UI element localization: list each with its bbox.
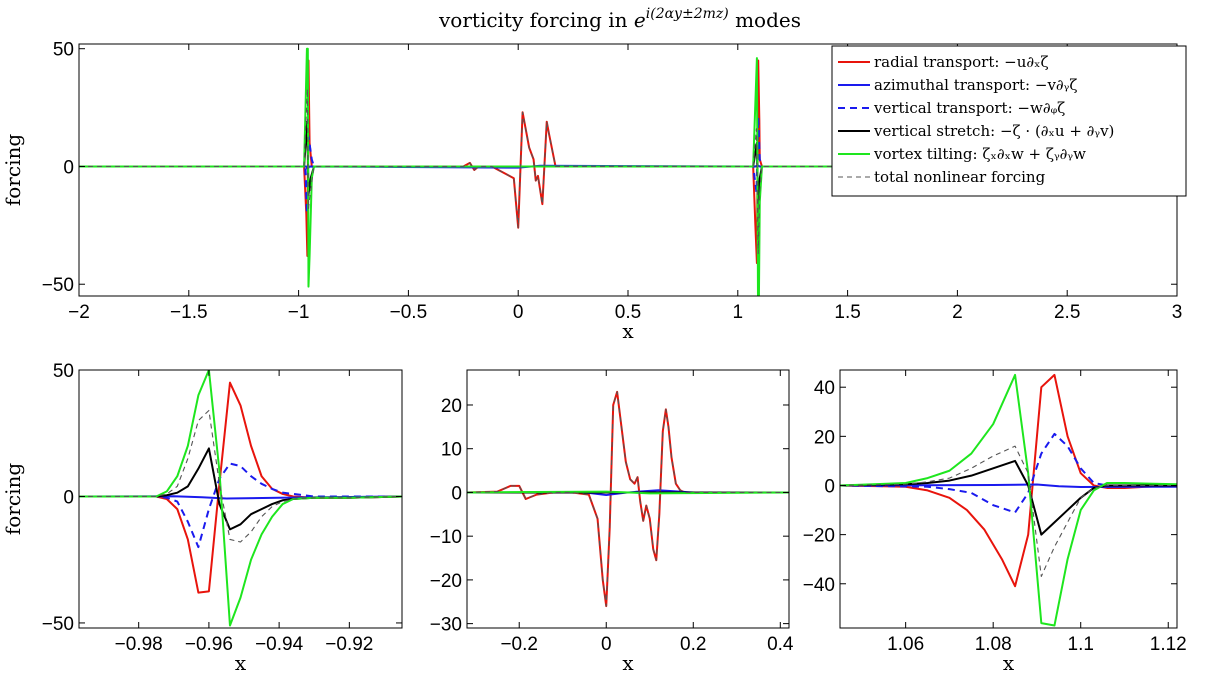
chart-zoom-left: −0.98 −0.96 −0.94 −0.92 −50 0 50 x forcing (1, 361, 403, 673)
chart-overview: −2 −1.5 −1 −0.5 0 0.5 1 1.5 2 2.5 3 −50 0 50 x forcing (1, 40, 1182, 343)
y-tick-label: −30 (430, 615, 462, 636)
x-tick-label: 0.2 (680, 634, 706, 655)
legend-box (831, 45, 1187, 197)
x-tick-label: 1.06 (887, 634, 924, 655)
x-axis-label: x (622, 319, 634, 343)
y-axis-label: forcing (1, 463, 25, 535)
axes-frame (466, 369, 790, 629)
y-tick-label: −40 (803, 575, 835, 596)
x-axis-label: x (235, 651, 247, 673)
series-line-vertical-stretch (840, 459, 1177, 536)
chart-zoom-right: 1.06 1.08 1.1 1.12 −40 −20 0 20 40 x (803, 369, 1187, 673)
y-tick-label: −20 (803, 526, 835, 547)
legend-label: vertical transport: −w∂ᵩζ (873, 99, 1065, 117)
series-line-total-nonlinear-forcing (79, 88, 1177, 255)
legend-label: azimuthal transport: −v∂ᵧζ (874, 76, 1077, 94)
title-base: e (634, 8, 646, 32)
y-axis-label: forcing (1, 134, 25, 206)
legend-label: radial transport: −u∂ₓζ (874, 53, 1049, 71)
series-line-total-nonlinear-forcing (79, 409, 402, 543)
y-tick-label: 50 (53, 361, 74, 382)
legend-label: vertical stretch: −ζ · (∂ₓu + ∂ᵧv) (873, 122, 1114, 140)
series-line-vortex-tilting (79, 47, 1177, 296)
x-tick-label: −1 (288, 302, 310, 323)
x-tick-label: 2 (952, 302, 963, 323)
y-tick-label: −10 (430, 527, 462, 548)
x-tick-label: −0.92 (325, 634, 373, 655)
series-line-vertical-transport (79, 462, 402, 549)
y-tick-label: −20 (430, 571, 462, 592)
figure-title: vorticity forcing in ei(2αy±2mz) modes (438, 6, 801, 32)
series-line-radial-transport (840, 373, 1177, 588)
x-tick-label: −1.5 (170, 302, 208, 323)
x-tick-label: 0 (601, 634, 612, 655)
x-tick-label: 0.4 (767, 634, 794, 655)
legend-label: total nonlinear forcing (874, 168, 1046, 186)
x-tick-label: 1.1 (1068, 634, 1094, 655)
series-line-vertical-stretch (79, 447, 402, 531)
x-tick-label: 1.08 (975, 634, 1012, 655)
x-tick-label: 2.5 (1054, 302, 1080, 323)
y-tick-label: 20 (441, 396, 462, 417)
y-tick-label: 20 (814, 427, 835, 448)
series-line-radial-transport (467, 390, 789, 608)
series-group (467, 390, 789, 608)
y-tick-label: 10 (441, 440, 462, 461)
legend-label: vortex tilting: ζₓ∂ₓw + ζᵧ∂ᵧw (873, 145, 1086, 163)
y-tick-label: 0 (824, 476, 835, 497)
x-tick-label: 3 (1172, 302, 1183, 323)
series-line-vertical-transport (840, 432, 1177, 514)
x-tick-label: −0.98 (115, 634, 163, 655)
series-group (79, 47, 1177, 296)
y-tick-label: 0 (451, 483, 462, 504)
title-tail: modes (729, 8, 801, 32)
y-tick-label: 0 (63, 157, 74, 178)
x-tick-label: −0.94 (255, 634, 304, 655)
x-tick-label: 1.5 (834, 302, 860, 323)
y-tick-label: 50 (53, 40, 74, 61)
axes-frame (78, 369, 403, 629)
title-main: vorticity forcing in (438, 8, 634, 32)
x-tick-label: −0.5 (390, 302, 428, 323)
series-line-total-nonlinear-forcing (467, 391, 789, 607)
series-line-total-nonlinear-forcing (840, 445, 1177, 577)
series-line-vortex-tilting (840, 373, 1177, 627)
series-group (79, 370, 402, 627)
series-line-vortex-tilting (467, 490, 789, 495)
x-tick-label: 0 (513, 302, 524, 323)
x-tick-label: −0.2 (500, 634, 538, 655)
x-tick-label: 1 (733, 302, 744, 323)
x-tick-label: 1.12 (1150, 634, 1187, 655)
x-tick-label: 0.5 (615, 302, 641, 323)
title-sup: i(2αy±2mz) (646, 6, 729, 22)
legend: radial transport: −u∂ₓζ azimuthal transpo… (831, 45, 1187, 197)
y-tick-label: 40 (814, 378, 835, 399)
y-tick-label: −50 (42, 614, 74, 635)
x-axis-label: x (622, 651, 634, 673)
y-tick-label: 0 (63, 487, 74, 508)
series-line-radial-transport (79, 381, 402, 594)
x-tick-label: −2 (68, 302, 90, 323)
axes-frame (839, 369, 1178, 629)
x-tick-label: −0.96 (185, 634, 233, 655)
y-tick-label: −50 (42, 275, 74, 296)
x-axis-label: x (1003, 651, 1015, 673)
series-group (840, 373, 1177, 627)
chart-zoom-center: −0.2 0 0.2 0.4 −30 −20 −10 0 10 20 x (430, 369, 794, 673)
